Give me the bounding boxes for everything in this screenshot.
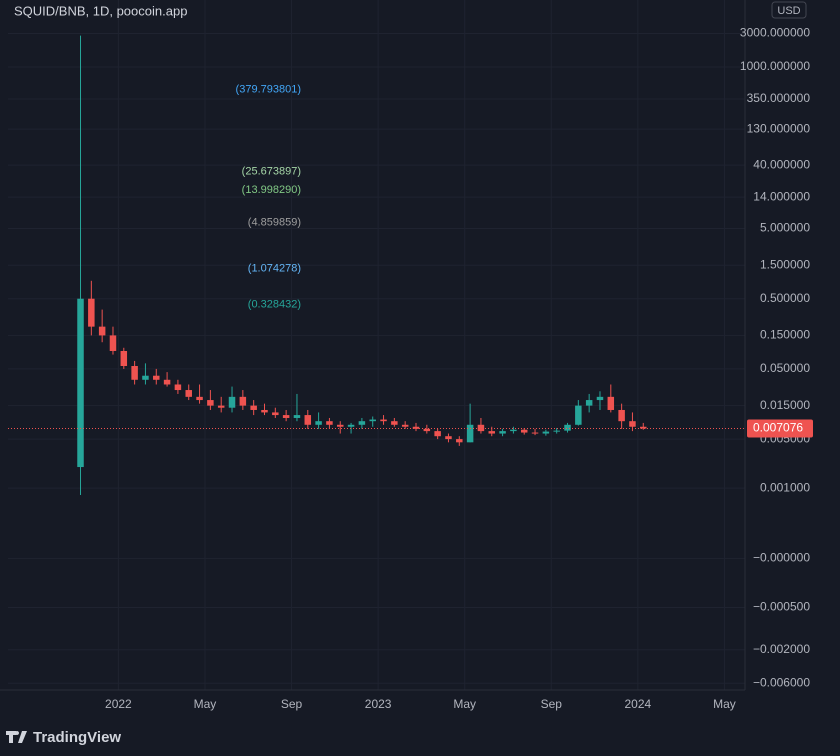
candle-body bbox=[326, 421, 333, 425]
y-tick-label: 0.150000 bbox=[760, 328, 810, 342]
y-tick-label: 5.000000 bbox=[760, 221, 810, 235]
candle-body bbox=[315, 421, 322, 425]
candle-body bbox=[228, 396, 236, 408]
candle-body bbox=[272, 412, 279, 416]
chart-title: SQUID/BNB, 1D, poocoin.app bbox=[14, 3, 187, 18]
candle-body bbox=[585, 400, 593, 406]
candle-body bbox=[391, 421, 398, 425]
candle-body bbox=[174, 384, 182, 391]
candle-body bbox=[401, 424, 409, 427]
candle-body bbox=[77, 298, 84, 468]
y-tick-label: 3000.000000 bbox=[740, 26, 810, 40]
candle-body bbox=[380, 419, 387, 422]
x-tick-label: May bbox=[194, 697, 217, 711]
candle-body bbox=[196, 396, 203, 401]
price-annotation: (25.673897) bbox=[242, 166, 301, 178]
candle-body bbox=[207, 400, 214, 406]
x-tick-label: May bbox=[453, 697, 476, 711]
candle-body bbox=[477, 424, 485, 432]
candle-body bbox=[618, 409, 625, 422]
candle-body bbox=[185, 390, 192, 397]
x-tick-label: 2023 bbox=[365, 697, 392, 711]
y-tick-label: −0.006000 bbox=[753, 675, 810, 689]
candle-body bbox=[466, 424, 474, 443]
candle-body bbox=[456, 439, 463, 443]
y-tick-label: −0.000000 bbox=[753, 551, 810, 565]
logo-icon[interactable] bbox=[6, 731, 27, 743]
x-tick-label: Sep bbox=[541, 697, 563, 711]
candle-body bbox=[153, 375, 160, 380]
candle-body bbox=[358, 421, 366, 425]
candle-body bbox=[109, 335, 117, 351]
candle-body bbox=[347, 424, 355, 427]
candle-body bbox=[282, 415, 290, 418]
y-tick-label: −0.002000 bbox=[753, 642, 810, 656]
candle-body bbox=[423, 428, 431, 432]
candle-body bbox=[336, 424, 344, 427]
candle-body bbox=[412, 426, 420, 429]
candle-body bbox=[445, 436, 452, 440]
y-tick-label: 0.015000 bbox=[760, 398, 810, 412]
candle-body bbox=[142, 375, 149, 380]
y-tick-label: −0.000500 bbox=[753, 600, 810, 614]
price-annotation: (0.328432) bbox=[248, 298, 301, 310]
brand-logo[interactable]: TradingView bbox=[6, 729, 121, 746]
candle-body bbox=[520, 429, 528, 433]
candle-body bbox=[531, 432, 539, 434]
candle-body bbox=[596, 396, 604, 401]
last-price-tag bbox=[747, 419, 813, 438]
candle-body bbox=[369, 419, 376, 422]
candle-body bbox=[250, 405, 257, 410]
candle-body bbox=[542, 431, 550, 434]
y-tick-label: 40.000000 bbox=[753, 157, 810, 171]
candle-body bbox=[217, 405, 225, 408]
y-tick-label: 0.500000 bbox=[760, 291, 810, 305]
candle-body bbox=[553, 430, 560, 432]
candle-body bbox=[304, 415, 312, 425]
candle-body bbox=[239, 396, 247, 406]
currency-label[interactable]: USD bbox=[777, 5, 800, 17]
candle-body bbox=[499, 431, 506, 434]
x-tick-label: 2022 bbox=[105, 697, 132, 711]
y-tick-label: 14.000000 bbox=[753, 189, 810, 203]
y-tick-label: 350.000000 bbox=[747, 91, 811, 105]
candle-body bbox=[163, 379, 171, 385]
plot-area bbox=[8, 35, 745, 495]
candle-body bbox=[629, 421, 636, 427]
candle-body bbox=[575, 405, 582, 425]
candle-body bbox=[98, 326, 106, 336]
candle-body bbox=[510, 429, 517, 432]
price-annotation: (1.074278) bbox=[248, 262, 301, 274]
y-tick-label: 0.050000 bbox=[760, 361, 810, 375]
candle-body bbox=[434, 431, 441, 437]
x-tick-label: May bbox=[713, 697, 736, 711]
candle-body bbox=[131, 366, 138, 380]
candle-body bbox=[640, 426, 647, 429]
y-tick-label: 130.000000 bbox=[747, 121, 811, 135]
candle-body bbox=[120, 350, 128, 367]
candle-body bbox=[607, 396, 615, 410]
candle-body bbox=[564, 424, 571, 431]
price-annotation: (13.998290) bbox=[242, 184, 301, 196]
candle-body bbox=[293, 415, 301, 418]
y-tick-label: 0.001000 bbox=[760, 480, 810, 494]
x-tick-label: 2024 bbox=[625, 697, 652, 711]
candle-body bbox=[261, 409, 268, 413]
y-tick-label: 1.500000 bbox=[760, 257, 810, 271]
grid bbox=[8, 0, 745, 690]
candle-body bbox=[488, 431, 496, 434]
x-tick-label: Sep bbox=[281, 697, 303, 711]
price-annotation: (379.793801) bbox=[236, 83, 301, 95]
candle-body bbox=[88, 298, 95, 327]
price-annotation: (4.859859) bbox=[248, 216, 301, 228]
y-tick-label: 1000.000000 bbox=[740, 59, 810, 73]
brand-name[interactable]: TradingView bbox=[33, 729, 121, 746]
last-price-label: 0.007076 bbox=[753, 421, 803, 435]
currency-badge[interactable] bbox=[771, 1, 807, 19]
